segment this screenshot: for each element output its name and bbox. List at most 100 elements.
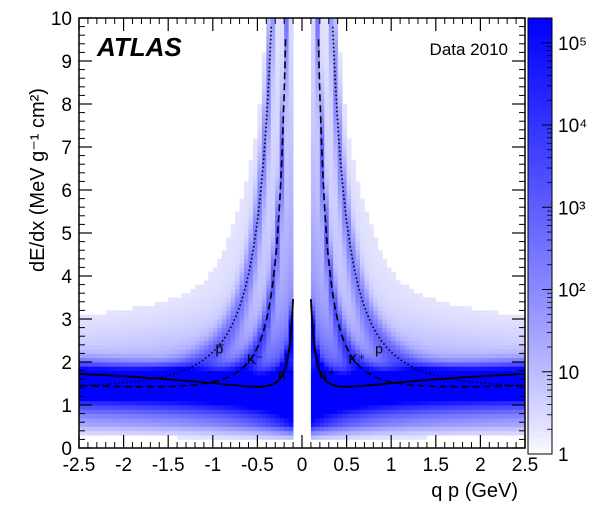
heatmap-cell — [404, 396, 410, 402]
heatmap-cell — [315, 121, 321, 126]
heatmap-cell — [493, 400, 499, 406]
colorbar-segment — [528, 252, 552, 259]
heatmap-cell — [221, 435, 227, 440]
heatmap-cell — [279, 430, 285, 436]
heatmap-cell — [351, 267, 356, 273]
heatmap-cell — [328, 233, 334, 238]
heatmap-cell — [507, 357, 513, 363]
heatmap-cell — [359, 327, 365, 333]
heatmap-cell — [159, 319, 165, 324]
heatmap-cell — [324, 52, 330, 58]
heatmap-cell — [315, 435, 321, 440]
heatmap-cell — [150, 426, 156, 432]
heatmap-cell — [493, 319, 499, 324]
heatmap-cell — [199, 344, 205, 350]
heatmap-cell — [159, 392, 165, 397]
heatmap-cell — [333, 22, 339, 27]
heatmap-cell — [310, 112, 316, 118]
heatmap-cell — [342, 357, 347, 363]
heatmap-cell — [453, 327, 459, 333]
heatmap-cell — [261, 172, 267, 178]
heatmap-cell — [194, 310, 200, 316]
heatmap-cell — [324, 108, 330, 113]
heatmap-cell — [177, 306, 182, 311]
heatmap-cell — [310, 405, 316, 410]
heatmap-cell — [328, 357, 334, 363]
heatmap-cell — [333, 405, 339, 410]
heatmap-cell — [520, 344, 526, 350]
heatmap-cell — [128, 400, 133, 406]
heatmap-cell — [324, 78, 330, 83]
heatmap-cell — [342, 142, 347, 148]
heatmap-cell — [333, 138, 339, 144]
heatmap-cell — [453, 370, 459, 376]
heatmap-cell — [337, 370, 343, 376]
heatmap-cell — [87, 319, 93, 324]
heatmap-cell — [199, 327, 205, 333]
heatmap-cell — [382, 405, 388, 410]
heatmap-cell — [382, 319, 388, 324]
heatmap-cell — [230, 276, 236, 281]
heatmap-cell — [284, 413, 290, 419]
heatmap-cell — [279, 258, 285, 264]
heatmap-cell — [373, 340, 379, 346]
heatmap-cell — [351, 258, 356, 264]
heatmap-cell — [270, 48, 276, 53]
heatmap-cell — [328, 293, 334, 298]
heatmap-cell — [159, 370, 165, 376]
heatmap-cell — [110, 409, 116, 414]
heatmap-cell — [377, 366, 383, 371]
heatmap-cell — [123, 417, 129, 423]
heatmap-cell — [324, 138, 330, 144]
heatmap-cell — [132, 370, 138, 376]
heatmap-cell — [319, 417, 325, 423]
heatmap-cell — [359, 366, 365, 371]
heatmap-cell — [96, 314, 102, 320]
heatmap-cell — [199, 323, 205, 328]
heatmap-cell — [373, 258, 379, 264]
heatmap-cell — [462, 336, 468, 341]
heatmap-cell — [324, 194, 330, 199]
heatmap-cell — [319, 108, 325, 113]
heatmap-cell — [409, 288, 414, 294]
heatmap-cell — [493, 314, 499, 320]
heatmap-cell — [310, 190, 316, 195]
heatmap-cell — [288, 241, 294, 247]
heatmap-cell — [221, 387, 227, 393]
y-tick-label: 2 — [61, 353, 72, 374]
heatmap-cell — [257, 233, 263, 238]
heatmap-cell — [342, 254, 347, 260]
heatmap-cell — [520, 331, 526, 337]
heatmap-cell — [190, 366, 196, 371]
heatmap-cell — [373, 284, 379, 290]
heatmap-cell — [230, 250, 236, 255]
heatmap-cell — [351, 263, 356, 268]
heatmap-cell — [386, 366, 392, 371]
heatmap-cell — [315, 43, 321, 49]
colorbar-segment — [528, 165, 552, 172]
heatmap-cell — [275, 396, 281, 402]
heatmap-cell — [177, 336, 182, 341]
heatmap-cell — [422, 362, 428, 367]
heatmap-cell — [359, 374, 365, 380]
heatmap-cell — [226, 258, 232, 264]
heatmap-cell — [239, 400, 245, 406]
heatmap-cell — [136, 353, 142, 359]
heatmap-cell — [328, 288, 334, 294]
heatmap-cell — [261, 362, 267, 367]
heatmap-cell — [79, 413, 84, 419]
heatmap-cell — [217, 340, 223, 346]
heatmap-cell — [435, 310, 441, 316]
heatmap-cell — [391, 340, 397, 346]
heatmap-cell — [404, 400, 410, 406]
heatmap-cell — [252, 323, 258, 328]
heatmap-cell — [141, 362, 147, 367]
heatmap-cell — [235, 237, 240, 242]
heatmap-cell — [368, 254, 374, 260]
heatmap-cell — [212, 284, 218, 290]
heatmap-cell — [79, 366, 84, 371]
heatmap-cell — [328, 396, 334, 402]
heatmap-cell — [288, 220, 294, 225]
heatmap-cell — [333, 228, 339, 234]
heatmap-cell — [511, 379, 517, 384]
